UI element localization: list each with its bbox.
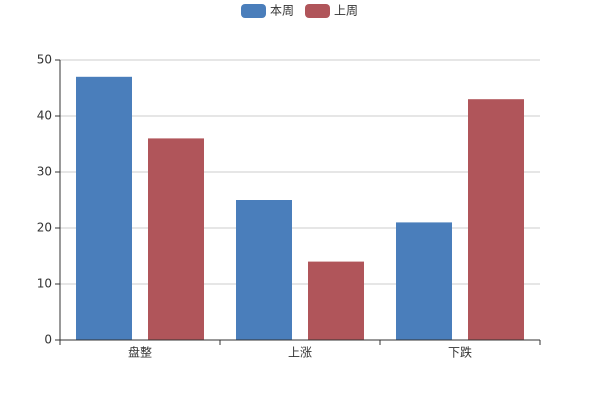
legend-swatch: [305, 4, 330, 18]
bar: [148, 138, 204, 340]
legend-swatch: [241, 4, 266, 18]
y-tick-label: 50: [37, 53, 52, 67]
legend-label: 本周: [270, 4, 294, 18]
x-tick-label: 下跌: [448, 345, 472, 360]
legend-label: 上周: [334, 4, 358, 18]
y-tick-label: 30: [37, 165, 52, 179]
bar: [396, 222, 452, 340]
bar: [76, 76, 132, 341]
y-tick-label: 40: [37, 109, 52, 123]
y-tick-label: 10: [37, 277, 52, 291]
y-tick-label: 20: [37, 221, 52, 235]
bar: [308, 261, 364, 340]
y-tick-label: 0: [44, 333, 52, 347]
bar: [236, 200, 292, 340]
x-tick-label: 上涨: [288, 345, 312, 360]
bar: [468, 99, 524, 340]
x-tick-label: 盘整: [128, 345, 152, 360]
